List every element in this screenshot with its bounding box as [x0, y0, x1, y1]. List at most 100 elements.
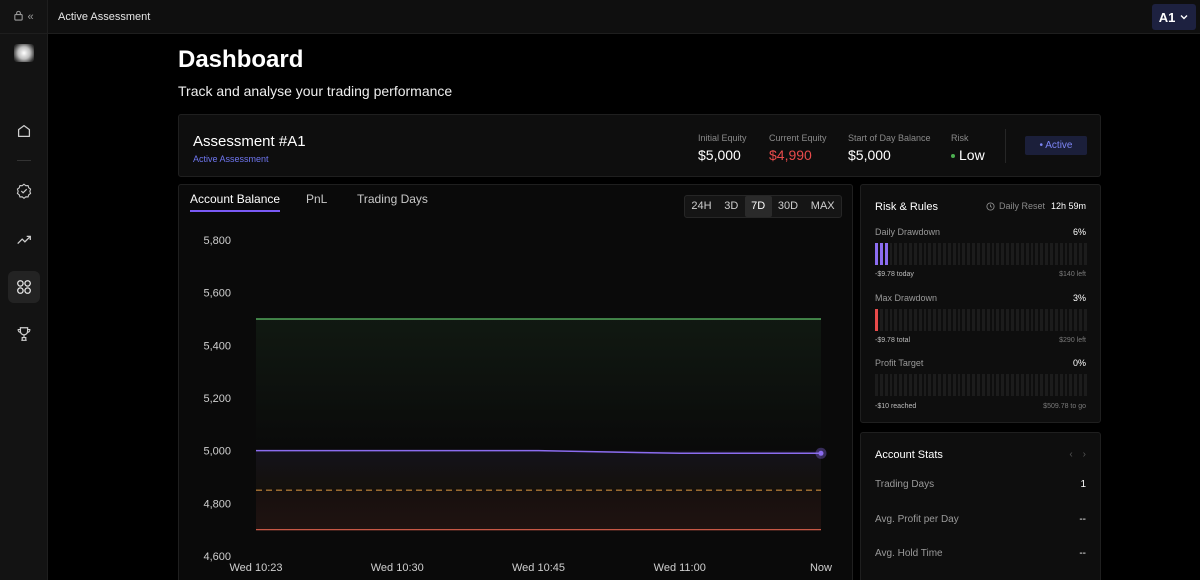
meter-segment	[913, 374, 917, 396]
x-tick-label: Wed 11:00	[654, 562, 706, 574]
rule-label: Profit Target	[875, 358, 924, 368]
range-max[interactable]: MAX	[810, 200, 835, 212]
collapse-icon[interactable]: «	[27, 10, 34, 23]
meter-segment	[957, 309, 961, 331]
trophy-icon[interactable]	[8, 318, 40, 350]
target-zone	[256, 319, 821, 451]
meter-segment	[981, 243, 985, 265]
home-icon[interactable]	[8, 115, 40, 147]
meter-segment	[943, 309, 946, 331]
dashboard-grid-icon[interactable]	[8, 271, 40, 303]
meter-segment	[991, 374, 995, 396]
meter-segment	[1074, 243, 1078, 265]
account-stats-card: Account Stats ‹ › Trading Days 1 Avg. Pr…	[860, 432, 1101, 580]
meter-segment	[884, 309, 888, 331]
metric-label: Initial Equity	[698, 133, 747, 143]
verified-badge-icon[interactable]	[8, 175, 40, 207]
risk-rules-title: Risk & Rules	[875, 201, 938, 213]
meter-segment	[1025, 309, 1029, 331]
meter-segment	[1011, 243, 1014, 265]
range-30d[interactable]: 30D	[777, 200, 799, 212]
meter-segment	[967, 374, 971, 396]
meter-segment	[894, 243, 898, 265]
meter-segment	[884, 243, 888, 265]
meter-segment	[1001, 243, 1005, 265]
max-drawdown-meter	[875, 309, 1087, 331]
sidebar-divider	[17, 160, 31, 161]
rule-percent: 3%	[1072, 293, 1086, 303]
meter-segment	[1083, 374, 1087, 396]
assessment-name: Assessment #A1	[193, 133, 306, 150]
tab-trading-days[interactable]: Trading Days	[357, 192, 428, 206]
chevron-down-icon	[1180, 15, 1188, 20]
meter-segment	[1011, 309, 1014, 331]
balance-line	[256, 449, 821, 455]
meter-segment	[947, 374, 951, 396]
meter-segment	[1069, 309, 1073, 331]
y-tick-label: 5,400	[203, 340, 231, 352]
meter-segment	[1074, 309, 1078, 331]
trending-up-icon[interactable]	[8, 224, 40, 256]
meter-segment	[991, 309, 995, 331]
meter-segment	[981, 374, 985, 396]
assessment-status-link[interactable]: Active Assessment	[193, 154, 269, 164]
meter-segment	[913, 243, 917, 265]
metric-value: Low	[959, 147, 985, 163]
meter-segment	[1040, 309, 1044, 331]
meter-segment	[889, 374, 893, 396]
meter-segment	[938, 374, 942, 396]
range-selector: 24H 3D 7D 30D MAX	[684, 195, 842, 218]
y-tick-label: 5,200	[203, 393, 231, 405]
meter-segment	[1064, 374, 1068, 396]
meter-segment	[909, 374, 912, 396]
meter-segment	[967, 309, 971, 331]
meter-segment	[879, 243, 883, 265]
account-selector[interactable]: A1	[1152, 4, 1196, 30]
meter-segment	[1083, 243, 1087, 265]
y-tick-label: 5,800	[203, 235, 231, 247]
metric-current-equity: Current Equity $4,990	[769, 133, 827, 165]
meter-segment	[1035, 309, 1039, 331]
meter-segment	[933, 374, 937, 396]
risk-status-dot	[951, 154, 955, 159]
x-tick-label: Wed 10:30	[371, 562, 424, 574]
meter-segment	[1020, 374, 1024, 396]
lock-icon[interactable]	[13, 10, 24, 24]
tab-pnl[interactable]: PnL	[306, 192, 328, 206]
meter-segment	[996, 309, 1000, 331]
rule-percent: 6%	[1072, 227, 1086, 237]
range-3d[interactable]: 3D	[724, 200, 739, 212]
meter-segment	[899, 243, 903, 265]
meter-segment	[972, 243, 976, 265]
meter-segment	[1054, 374, 1058, 396]
y-tick-label: 4,600	[203, 551, 231, 563]
meter-segment	[875, 243, 878, 265]
y-tick-label: 5,000	[203, 446, 231, 458]
chevron-right-icon[interactable]: ›	[1082, 449, 1086, 460]
chevron-left-icon[interactable]: ‹	[1069, 449, 1073, 460]
metric-value: $5,000	[698, 147, 741, 163]
logo[interactable]	[14, 44, 34, 62]
rule-percent: 0%	[1072, 358, 1086, 368]
metric-start-of-day-balance: Start of Day Balance $5,000	[848, 133, 931, 165]
assessment-card: Assessment #A1 Active Assessment Initial…	[178, 114, 1101, 177]
meter-segment	[928, 309, 932, 331]
meter-segment	[933, 243, 937, 265]
stat-value: --	[1079, 514, 1086, 525]
meter-segment	[899, 374, 903, 396]
tab-account-balance[interactable]: Account Balance	[190, 192, 281, 212]
range-24h[interactable]: 24H	[691, 200, 712, 212]
meter-segment	[1059, 374, 1063, 396]
stat-value: --	[1079, 548, 1086, 559]
meter-segment	[938, 309, 942, 331]
meter-segment	[996, 374, 1000, 396]
meter-segment	[1015, 243, 1019, 265]
range-7d[interactable]: 7D	[744, 196, 772, 217]
meter-segment	[1059, 309, 1063, 331]
x-tick-label: Now	[810, 562, 832, 574]
meter-segment	[1020, 243, 1024, 265]
meter-segment	[996, 243, 1000, 265]
meter-segment	[894, 374, 898, 396]
profit-target-meter	[875, 374, 1087, 396]
